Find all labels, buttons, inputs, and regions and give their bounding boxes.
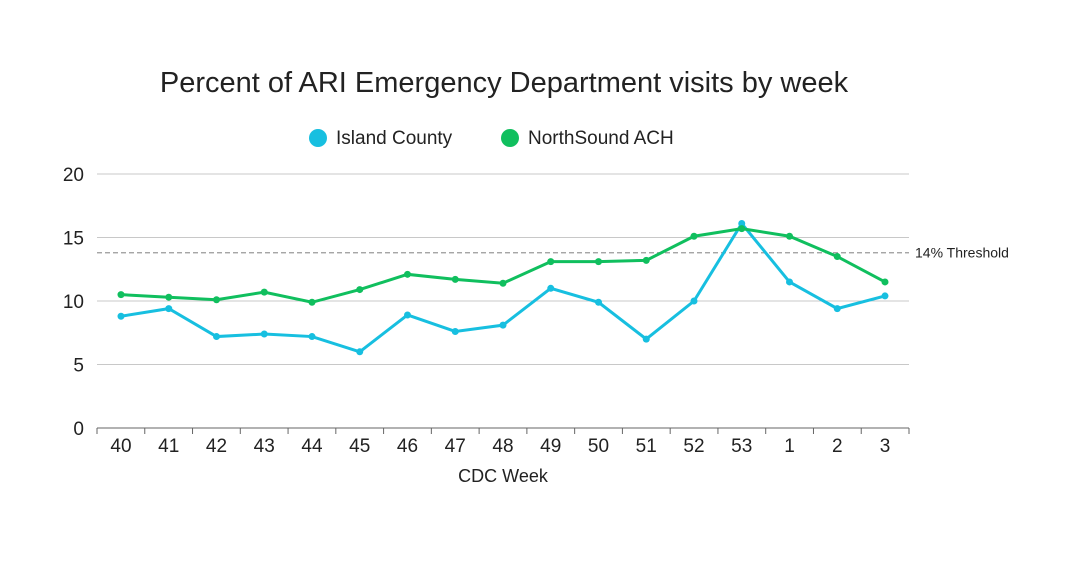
- y-tick-label: 0: [73, 419, 84, 440]
- data-point: [738, 220, 746, 228]
- x-tick-label: 44: [301, 436, 323, 457]
- legend-marker: [501, 129, 519, 147]
- x-tick-label: 51: [636, 436, 657, 457]
- x-tick-label: 43: [254, 436, 275, 457]
- chart-title: Percent of ARI Emergency Department visi…: [160, 67, 849, 99]
- x-tick-label: 2: [832, 436, 843, 457]
- data-point: [165, 293, 173, 301]
- data-point: [451, 327, 459, 335]
- legend-label: NorthSound ACH: [528, 128, 674, 149]
- x-tick-label: 50: [588, 436, 609, 457]
- data-point: [165, 305, 173, 313]
- x-tick-label: 53: [731, 436, 752, 457]
- data-point: [404, 311, 411, 319]
- data-point: [356, 286, 364, 294]
- x-tick-label: 41: [158, 436, 179, 457]
- data-point: [547, 284, 555, 292]
- x-tick-label: 48: [492, 436, 513, 457]
- data-point: [738, 225, 746, 233]
- x-tick-label: 3: [880, 436, 891, 457]
- x-tick-label: 46: [397, 436, 418, 457]
- legend-label: Island County: [336, 128, 453, 149]
- data-point: [881, 292, 889, 300]
- data-point: [451, 275, 459, 283]
- data-point: [499, 279, 507, 287]
- data-point: [786, 232, 793, 240]
- y-tick-label: 15: [63, 229, 84, 250]
- data-point: [308, 333, 316, 341]
- x-tick-label: 52: [683, 436, 704, 457]
- legend: Island County NorthSound ACH: [309, 128, 674, 149]
- data-point: [404, 270, 411, 278]
- legend-marker: [309, 129, 327, 147]
- data-point: [690, 297, 698, 305]
- data-point: [117, 312, 125, 320]
- data-point: [260, 288, 268, 296]
- threshold-label: 14% Threshold: [915, 245, 1009, 261]
- data-point: [786, 278, 793, 286]
- data-point: [213, 333, 220, 341]
- data-point: [308, 298, 316, 306]
- data-point: [499, 321, 507, 329]
- data-point: [833, 253, 841, 261]
- data-point: [213, 296, 220, 304]
- x-tick-label: 45: [349, 436, 370, 457]
- x-tick-label: 1: [784, 436, 795, 457]
- data-point: [642, 335, 650, 343]
- x-axis-label: CDC Week: [458, 466, 549, 486]
- data-point: [260, 330, 268, 338]
- data-point: [117, 291, 125, 299]
- data-point: [690, 232, 698, 240]
- data-point: [833, 305, 841, 313]
- x-tick-label: 42: [206, 436, 227, 457]
- data-point: [595, 258, 602, 266]
- series-line: [120, 227, 886, 304]
- y-tick-label: 20: [63, 165, 84, 186]
- series-line: [120, 220, 886, 354]
- data-point: [547, 258, 555, 266]
- data-point: [356, 348, 364, 356]
- data-point: [595, 298, 602, 306]
- data-point: [881, 278, 889, 286]
- x-tick-label: 40: [110, 436, 131, 457]
- y-tick-label: 10: [63, 292, 84, 313]
- x-tick-label: 47: [445, 436, 466, 457]
- x-tick-label: 49: [540, 436, 561, 457]
- y-tick-label: 5: [73, 356, 84, 377]
- data-point: [642, 256, 650, 264]
